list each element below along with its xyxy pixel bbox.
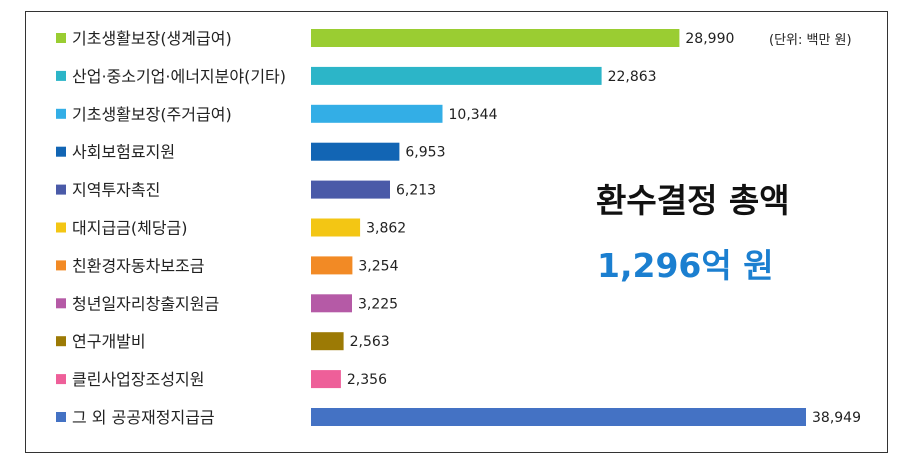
category-marker	[56, 412, 66, 422]
category-label: 대지급금(체당금)	[72, 219, 188, 238]
category-label: 청년일자리창출지원금	[72, 294, 219, 313]
value-label: 3,225	[358, 296, 398, 312]
value-label: 3,862	[366, 221, 406, 237]
bar	[311, 66, 602, 85]
category-label: 산업·중소기업·에너지분야(기타)	[72, 67, 286, 86]
bar	[311, 256, 353, 275]
bar	[311, 218, 361, 237]
value-label: 6,953	[405, 145, 445, 161]
category-marker	[56, 260, 66, 271]
bar	[311, 104, 443, 123]
unit-note: (단위: 백만 원)	[769, 33, 852, 48]
category-marker	[56, 108, 66, 119]
value-label: 3,254	[358, 258, 398, 274]
category-marker	[56, 33, 66, 43]
value-label: 2,356	[347, 372, 387, 388]
bar	[311, 29, 680, 47]
bar	[311, 370, 341, 389]
category-label: 기초생활보장(생계급여)	[72, 29, 232, 48]
category-label: 사회보험료지원	[72, 143, 175, 162]
total-title: 환수결정 총액	[596, 181, 790, 220]
value-label: 38,949	[812, 410, 861, 426]
category-marker	[56, 222, 66, 233]
bar	[311, 142, 400, 161]
category-marker	[56, 336, 66, 347]
value-label: 6,213	[396, 183, 436, 199]
category-label: 친환경자동차보조금	[72, 256, 204, 275]
value-label: 2,563	[350, 334, 390, 350]
category-label: 기초생활보장(주거급여)	[72, 105, 232, 124]
category-marker	[56, 184, 66, 195]
category-label: 클린사업장조성지원	[72, 370, 204, 389]
value-label: 28,990	[685, 31, 734, 47]
category-label: 그 외 공공재정지급금	[72, 408, 215, 427]
bar	[311, 332, 344, 351]
total-value: 1,296억 원	[597, 246, 774, 285]
category-marker	[56, 146, 66, 157]
category-marker	[56, 298, 66, 309]
category-label: 연구개발비	[72, 332, 146, 351]
category-marker	[56, 70, 66, 81]
category-marker	[56, 374, 66, 385]
value-label: 10,344	[449, 107, 498, 123]
value-label: 22,863	[608, 69, 657, 85]
category-label: 지역투자촉진	[72, 181, 160, 200]
bar	[311, 180, 390, 199]
bar	[311, 294, 352, 313]
bar	[311, 408, 806, 426]
